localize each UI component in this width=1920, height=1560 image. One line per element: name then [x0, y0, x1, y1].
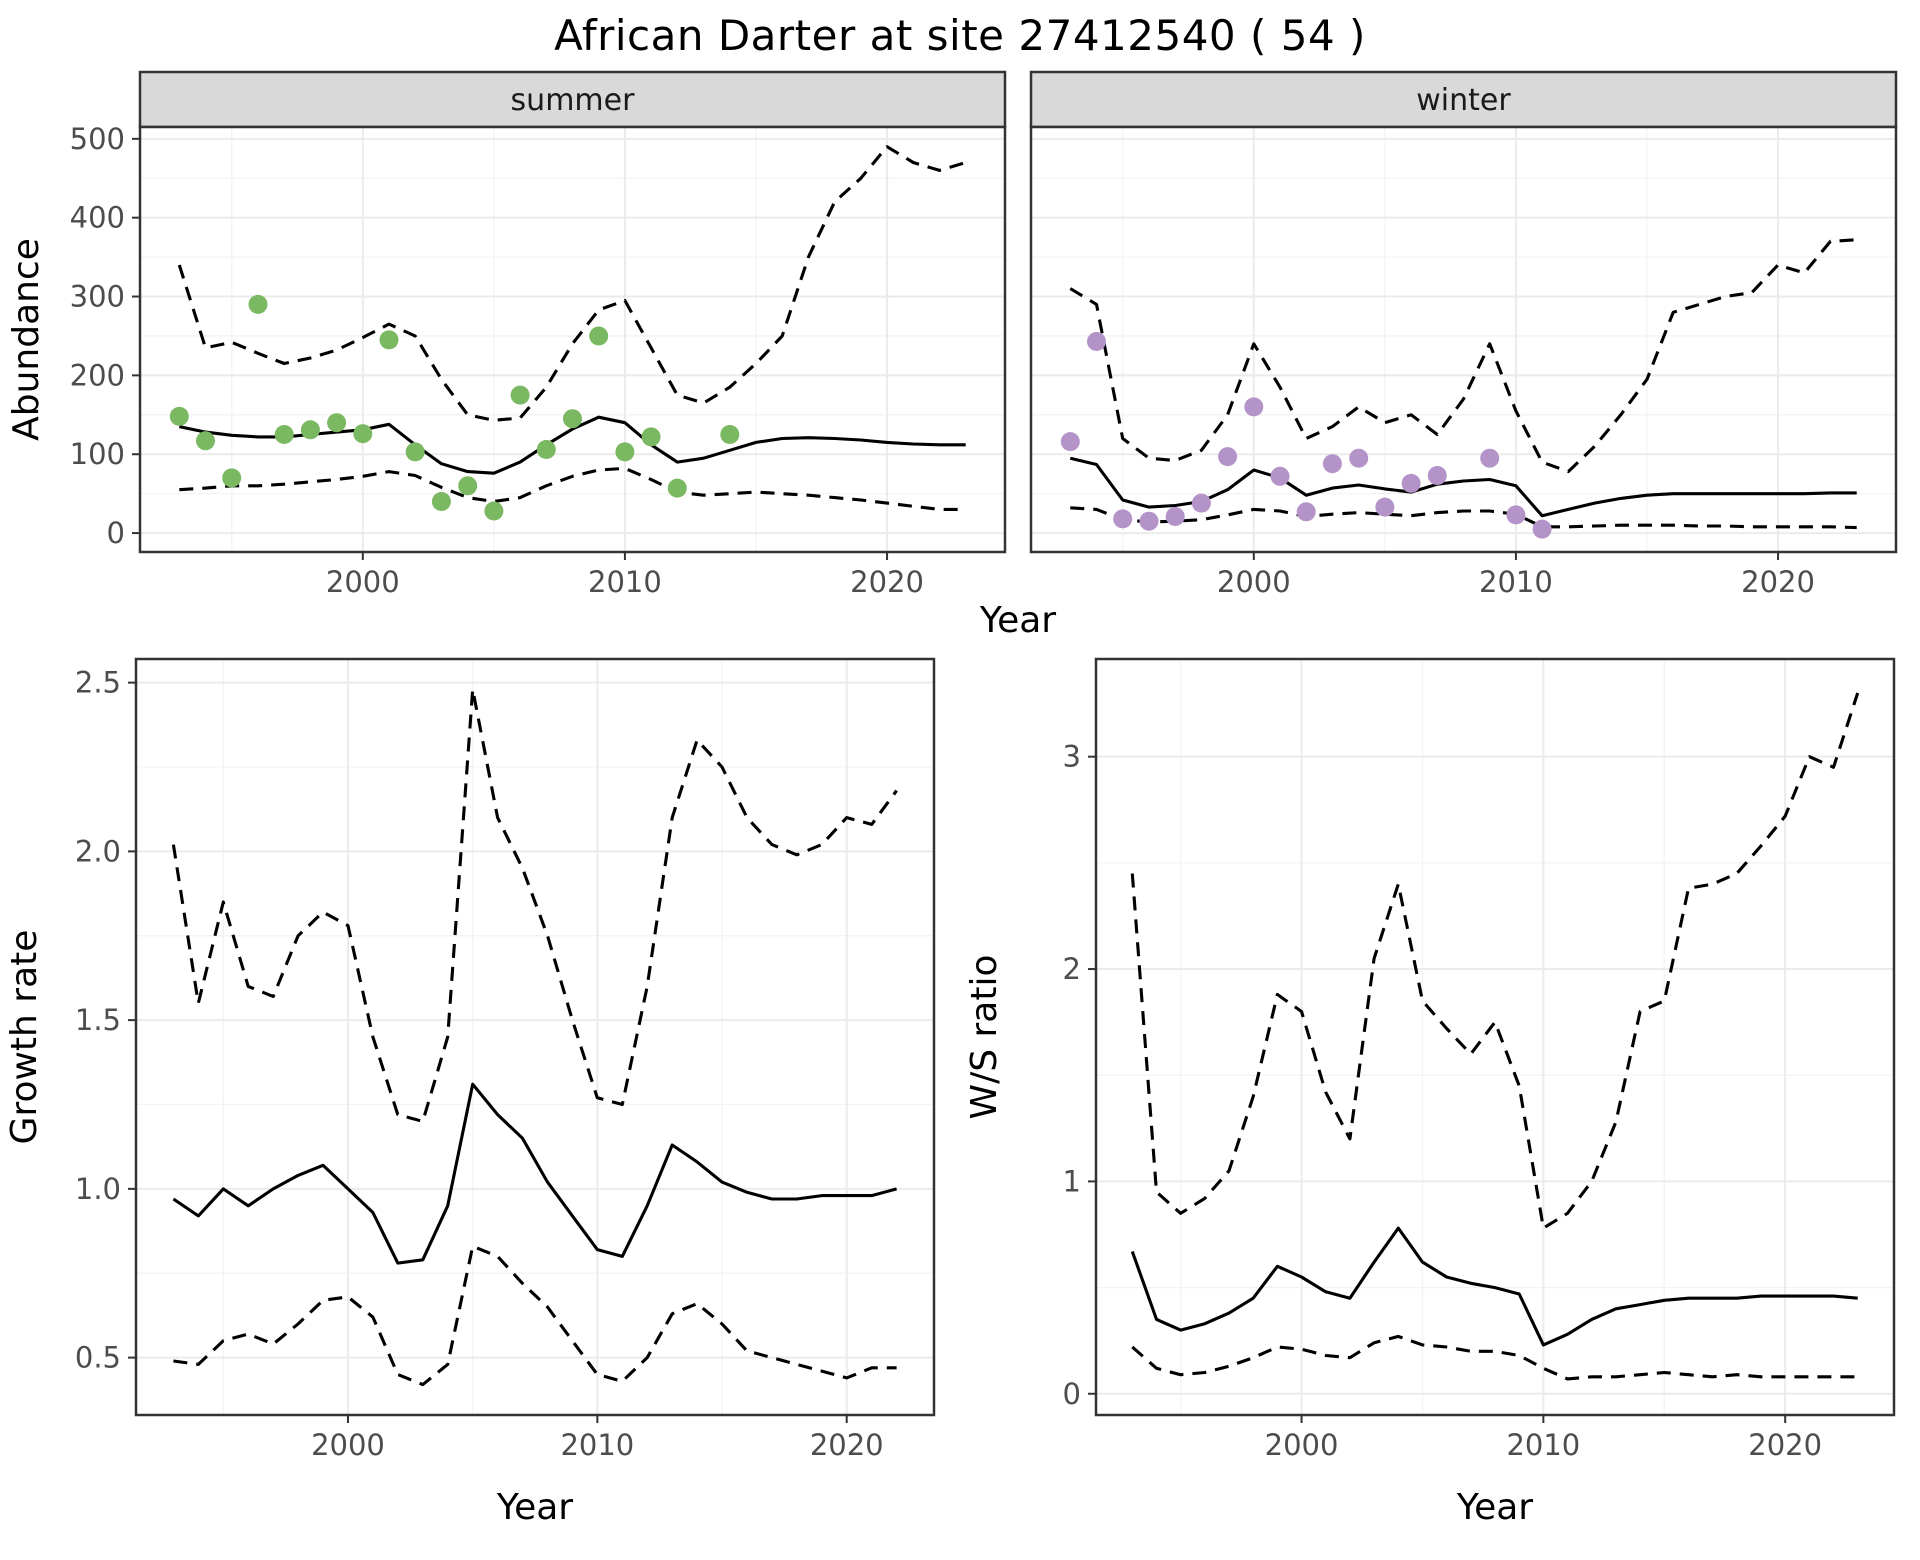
- data-point: [615, 442, 635, 462]
- y-tick-label: 1.5: [75, 1003, 121, 1037]
- growth-rate-chart: 0.5 1.0 1.5 2.0 2.5 2000 2010 2020 Growth rate Ye…: [4, 657, 936, 1528]
- x-tick-label: 2010: [588, 565, 662, 599]
- series-line-lower_ci: [179, 466, 966, 511]
- x-tick-label: 2020: [850, 565, 924, 599]
- facet-strip-label-winter: winter: [1416, 83, 1511, 118]
- y-tick-label: 300: [70, 280, 125, 314]
- figure-title: African Darter at site 27412540 ( 54 ): [554, 10, 1366, 60]
- y-tick-label: 3: [1063, 740, 1081, 774]
- panel-background: [136, 659, 934, 1415]
- data-point: [405, 442, 425, 462]
- x-axis-title-growth_rate: Year: [496, 1487, 573, 1528]
- data-point: [300, 420, 320, 440]
- data-point: [327, 413, 347, 433]
- y-tick-label: 2: [1063, 952, 1081, 986]
- data-point: [641, 427, 661, 447]
- data-point: [1165, 507, 1185, 526]
- facet-strip-label-summer: summer: [511, 83, 636, 118]
- panel-border: [134, 657, 936, 1417]
- series-line-median: [172, 1082, 898, 1265]
- y-tick-label: 2.0: [75, 834, 121, 868]
- series-line-median: [1130, 1226, 1858, 1347]
- series-line-lower_ci: [1131, 1334, 1858, 1381]
- panel-background: [1096, 659, 1894, 1415]
- data-point: [248, 294, 268, 314]
- series-line-lower_ci: [1070, 506, 1857, 530]
- y-tick-label: 0: [1063, 1377, 1081, 1411]
- data-point: [1401, 473, 1421, 493]
- panel-border: [1094, 657, 1896, 1417]
- x-tick-label: 2000: [1217, 565, 1291, 599]
- data-point: [1375, 497, 1395, 517]
- data-point: [431, 492, 451, 511]
- x-tick-label: 2020: [1748, 1428, 1822, 1462]
- data-point: [1060, 432, 1080, 452]
- data-point: [1270, 466, 1290, 486]
- data-point: [353, 424, 373, 444]
- x-tick-label: 2010: [1479, 565, 1553, 599]
- y-tick-label: 100: [70, 437, 125, 471]
- data-point: [563, 409, 582, 429]
- facet-strip-summer: [138, 70, 1007, 129]
- data-point: [1218, 447, 1238, 467]
- x-axis-title-year-top: Year: [979, 600, 1056, 641]
- data-point: [484, 501, 504, 521]
- y-axis-title-growth_rate: Growth rate: [4, 930, 45, 1145]
- data-point: [536, 440, 556, 459]
- data-point: [1244, 397, 1264, 417]
- bottom-row: 0.5 1.0 1.5 2.0 2.5 2000 2010 2020 Growth rate Ye…: [0, 645, 1920, 1560]
- abundance-facet-chart: summer 2000 2010 2020 0 100 200 300 400 500 winter…: [6, 70, 1898, 641]
- data-point: [196, 431, 215, 451]
- data-point: [1349, 448, 1369, 468]
- series-line-upper_ci: [177, 145, 967, 422]
- panel-border: [1029, 125, 1898, 554]
- y-axis-title-ws_ratio: W/S ratio: [964, 954, 1005, 1119]
- data-point: [510, 385, 530, 405]
- data-point: [1113, 509, 1133, 529]
- data-point: [1322, 454, 1342, 474]
- series-line-upper_ci: [1130, 692, 1860, 1230]
- data-point: [667, 478, 687, 498]
- x-tick-label: 2000: [311, 1428, 385, 1462]
- data-point: [1296, 502, 1316, 522]
- data-point: [379, 330, 399, 350]
- y-tick-label: 1: [1063, 1164, 1081, 1198]
- data-point: [222, 468, 242, 488]
- x-tick-label: 2000: [1265, 1428, 1339, 1462]
- data-point: [720, 425, 740, 444]
- x-tick-label: 2000: [326, 565, 400, 599]
- panel-background: [140, 127, 1005, 552]
- data-point: [274, 425, 294, 444]
- y-tick-label: 2.5: [75, 666, 121, 700]
- data-point: [458, 476, 478, 496]
- panel-border: [138, 125, 1007, 554]
- y-tick-label: 1.0: [75, 1172, 121, 1206]
- y-tick-label: 400: [70, 201, 125, 235]
- y-tick-label: 200: [70, 358, 125, 392]
- data-point: [1191, 493, 1211, 513]
- x-tick-label: 2020: [810, 1428, 884, 1462]
- y-tick-label: 0: [107, 516, 125, 550]
- panel-background: [1031, 127, 1896, 552]
- ws-ratio-chart: 0 1 2 3 2000 2010 2020 W/S ratio Year: [964, 657, 1896, 1528]
- y-axis-title-abundance: Abundance: [6, 238, 47, 441]
- series-line-lower_ci: [173, 1244, 897, 1387]
- series-line-upper_ci: [1069, 238, 1857, 474]
- data-point: [1532, 519, 1552, 539]
- data-point: [1480, 448, 1500, 468]
- x-tick-label: 2020: [1741, 565, 1815, 599]
- y-tick-label: 0.5: [75, 1341, 121, 1375]
- data-point: [1506, 505, 1526, 525]
- series-line-upper_ci: [171, 687, 898, 1123]
- data-point: [1427, 466, 1447, 485]
- data-point: [169, 406, 189, 426]
- x-tick-label: 2010: [560, 1428, 634, 1462]
- x-tick-label: 2010: [1506, 1428, 1580, 1462]
- data-point: [1087, 332, 1106, 351]
- y-tick-label: 500: [70, 122, 125, 156]
- x-axis-title-ws_ratio: Year: [1456, 1487, 1533, 1528]
- data-point: [1139, 511, 1159, 531]
- data-point: [589, 326, 609, 346]
